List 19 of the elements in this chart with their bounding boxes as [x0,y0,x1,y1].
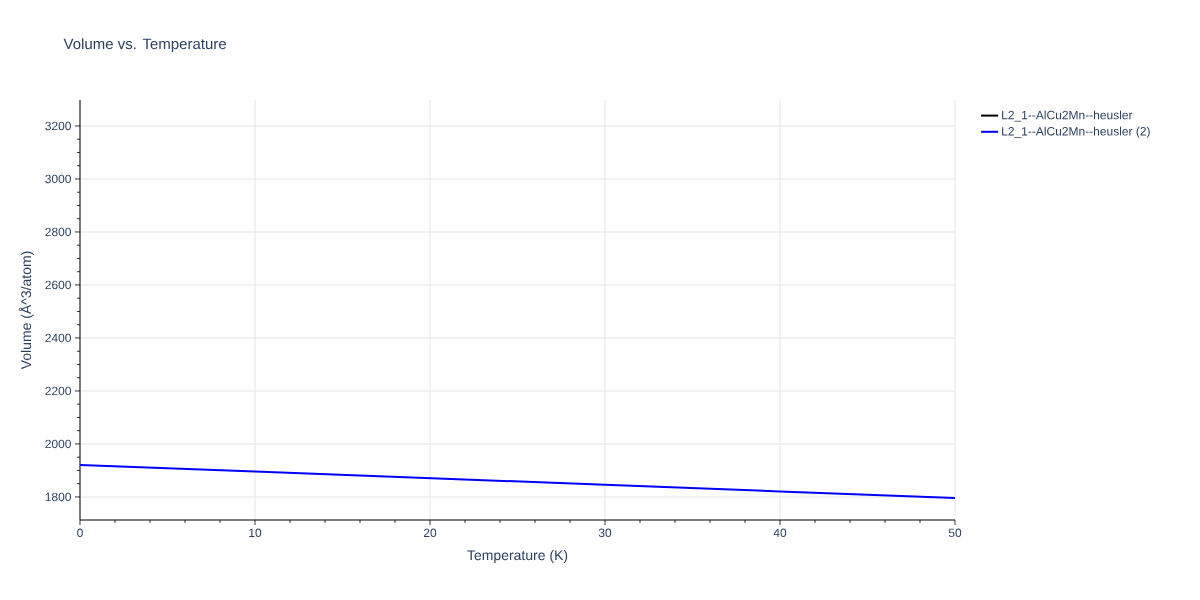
x-tick-label: 40 [773,528,787,538]
x-tick-label: 20 [423,528,437,538]
x-axis-title: Temperature (K) [467,549,568,563]
legend-label: L2_1--AlCu2Mn--heusler [1002,110,1133,122]
x-tick-label: 30 [598,528,612,538]
y-tick-label: 2000 [45,439,71,449]
x-tick-label: 0 [77,528,83,538]
y-axis-title: Volume (Å^3/atom) [18,251,34,370]
y-tick-label: 2800 [45,227,71,237]
y-tick-label: 2200 [45,386,71,396]
y-tick-label: 2600 [45,280,71,290]
x-tick-label: 50 [948,528,962,538]
y-tick-label: 1800 [45,492,71,502]
chart-title: Volume vs. Temperature [63,38,226,53]
legend-label: L2_1--AlCu2Mn--heusler (2) [1002,126,1150,138]
y-tick-label: 3200 [45,121,71,131]
x-tick-label: 10 [249,528,262,538]
y-tick-label: 2400 [45,333,71,343]
y-tick-label: 3000 [45,174,71,184]
